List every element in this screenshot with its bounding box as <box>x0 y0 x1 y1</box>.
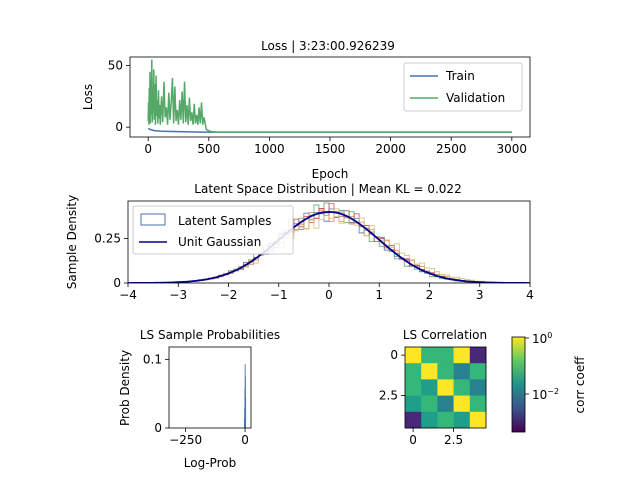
logprob-ytick-label: 0.1 <box>143 352 162 366</box>
correlation-cell <box>437 379 454 396</box>
loss-xlabel: Epoch <box>312 167 349 181</box>
loss-ytick-label: 0 <box>115 120 123 134</box>
correlation-cell <box>405 411 422 429</box>
logprob-xtick-label: −250 <box>169 433 202 447</box>
latent-ylabel: Sample Density <box>65 195 79 289</box>
latent-title: Latent Space Distribution | Mean KL = 0.… <box>194 182 461 196</box>
correlation-cell <box>405 363 422 380</box>
latent-xtick-label: 3 <box>476 288 484 302</box>
correlation-cell <box>453 411 471 429</box>
correlation-cell <box>453 395 471 413</box>
loss-legend-box <box>403 62 523 112</box>
correlation-xtick-label: 0 <box>409 433 417 447</box>
latent-xtick-label: 4 <box>526 288 534 302</box>
latent-series-group <box>128 202 530 283</box>
unit-gaussian-curve <box>128 210 530 283</box>
correlation-cell <box>421 379 438 396</box>
logprob-title: LS Sample Probabilities <box>140 328 280 342</box>
correlation-cell <box>405 379 422 396</box>
latent-xtick-label: −1 <box>270 288 288 302</box>
loss-legend: Train Validation <box>403 62 523 112</box>
logprob-ticks: −250 0 0 0.1 <box>143 352 249 447</box>
latent-legend-box <box>132 205 294 255</box>
correlation-ytick-label: 0 <box>390 348 398 362</box>
latent-xtick-label: 2 <box>426 288 434 302</box>
correlation-ytick-label: 2.5 <box>379 389 398 403</box>
correlation-cell <box>421 395 438 413</box>
correlation-cell <box>437 347 454 364</box>
loss-ticks: 0 500 1000 1500 2000 2500 3000 0 50 <box>108 59 527 156</box>
legend-unit-gaussian-label: Unit Gaussian <box>178 235 261 249</box>
correlation-cell <box>437 395 454 413</box>
loss-series-group <box>147 59 512 133</box>
correlation-xtick-label: 2.5 <box>444 433 463 447</box>
loss-xtick-label: 500 <box>197 142 220 156</box>
latent-ticks: −4 −3 −2 −1 0 1 2 3 4 0 0.25 <box>94 231 534 302</box>
legend-validation-label: Validation <box>446 91 505 105</box>
colorbar-tick-top: 100 <box>532 331 552 346</box>
loss-ytick-label: 50 <box>108 59 123 73</box>
logprob-ylabel: Prob Density <box>118 350 132 426</box>
logprob-ytick-label: 0 <box>154 421 162 435</box>
loss-panel: Loss | 3:23:00.926239 0 500 1000 1500 2000 25… <box>81 39 531 181</box>
logprob-panel: LS Sample Probabilities −250 0 0 0.1 Log-Pr… <box>118 328 280 470</box>
loss-title: Loss | 3:23:00.926239 <box>261 39 395 53</box>
correlation-cell <box>453 363 471 380</box>
logprob-series-group <box>243 364 247 428</box>
loss-xtick-label: 2500 <box>436 142 467 156</box>
latent-xtick-label: −2 <box>220 288 238 302</box>
correlation-cell <box>421 347 438 364</box>
correlation-cell <box>469 379 487 396</box>
latent-ytick-label: 0.25 <box>94 231 121 245</box>
loss-xtick-label: 1500 <box>315 142 346 156</box>
legend-train-label: Train <box>445 69 475 83</box>
correlation-cell <box>469 347 487 364</box>
latent-panel: Latent Space Distribution | Mean KL = 0.… <box>65 182 534 302</box>
correlation-cells <box>405 347 487 429</box>
legend-latent-samples-label: Latent Samples <box>178 214 272 228</box>
correlation-panel: LS Correlation 0 2.5 0 2.5 100 10−2 corr co… <box>379 328 587 447</box>
logprob-xtick-label: 0 <box>241 433 249 447</box>
correlation-cell <box>469 395 487 413</box>
correlation-axes-frame <box>404 346 487 429</box>
logprob-xlabel: Log-Prob <box>184 456 236 470</box>
loss-xtick-label: 2000 <box>375 142 406 156</box>
latent-xtick-label: −4 <box>119 288 137 302</box>
colorbar-label: corr coeff <box>573 356 587 414</box>
loss-ylabel: Loss <box>81 84 95 110</box>
loss-xtick-label: 0 <box>144 142 152 156</box>
logprob-axes-frame <box>168 346 252 429</box>
correlation-cell <box>437 363 454 380</box>
correlation-cell <box>469 411 487 429</box>
latent-ytick-label: 0 <box>113 276 121 290</box>
colorbar-tick-mid: 10−2 <box>532 387 559 402</box>
correlation-cell <box>453 347 471 364</box>
correlation-cell <box>405 347 422 364</box>
latent-xtick-label: 0 <box>325 288 333 302</box>
latent-xtick-label: −3 <box>169 288 187 302</box>
correlation-cell <box>405 395 422 413</box>
loss-xtick-label: 3000 <box>497 142 528 156</box>
correlation-cell <box>469 363 487 380</box>
loss-xtick-label: 1000 <box>254 142 285 156</box>
correlation-cell <box>421 411 438 429</box>
correlation-title: LS Correlation <box>403 328 487 342</box>
correlation-ticks: 0 2.5 0 2.5 <box>379 348 463 447</box>
logprob-bar <box>245 397 247 428</box>
correlation-cell <box>421 363 438 380</box>
colorbar-gradient <box>511 336 526 433</box>
latent-xtick-label: 1 <box>375 288 383 302</box>
legend-latent-samples-swatch <box>140 213 166 226</box>
correlation-cell <box>453 379 471 396</box>
colorbar: 100 10−2 corr coeff <box>511 331 587 433</box>
loss-series-validation <box>147 59 512 133</box>
latent-legend: Latent Samples Unit Gaussian <box>132 205 294 255</box>
correlation-cell <box>437 411 454 429</box>
